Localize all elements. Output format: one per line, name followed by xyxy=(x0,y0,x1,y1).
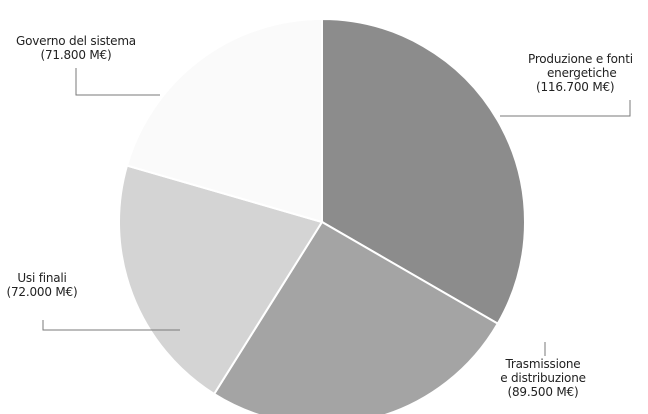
pie-slice-governo xyxy=(125,17,323,224)
slice-label-governo: Governo del sistema (71.800 M€) xyxy=(16,34,136,62)
slice-label-produzione: Produzione e fonti energetiche (116.700 … xyxy=(528,52,633,94)
leader-usi-finali xyxy=(42,320,180,331)
pie-slices xyxy=(118,17,526,414)
pie-slice-usi-finali xyxy=(118,164,324,396)
leader-lines xyxy=(42,68,631,356)
leader-governo xyxy=(75,68,160,96)
slice-label-trasmissione: Trasmissione e distribuzione (89.500 M€) xyxy=(500,357,586,399)
leader-produzione xyxy=(500,100,631,117)
pie-slice-produzione xyxy=(321,17,526,325)
pie-slice-trasmissione xyxy=(212,220,500,414)
slice-label-usi-finali: Usi finali (72.000 M€) xyxy=(6,271,78,299)
